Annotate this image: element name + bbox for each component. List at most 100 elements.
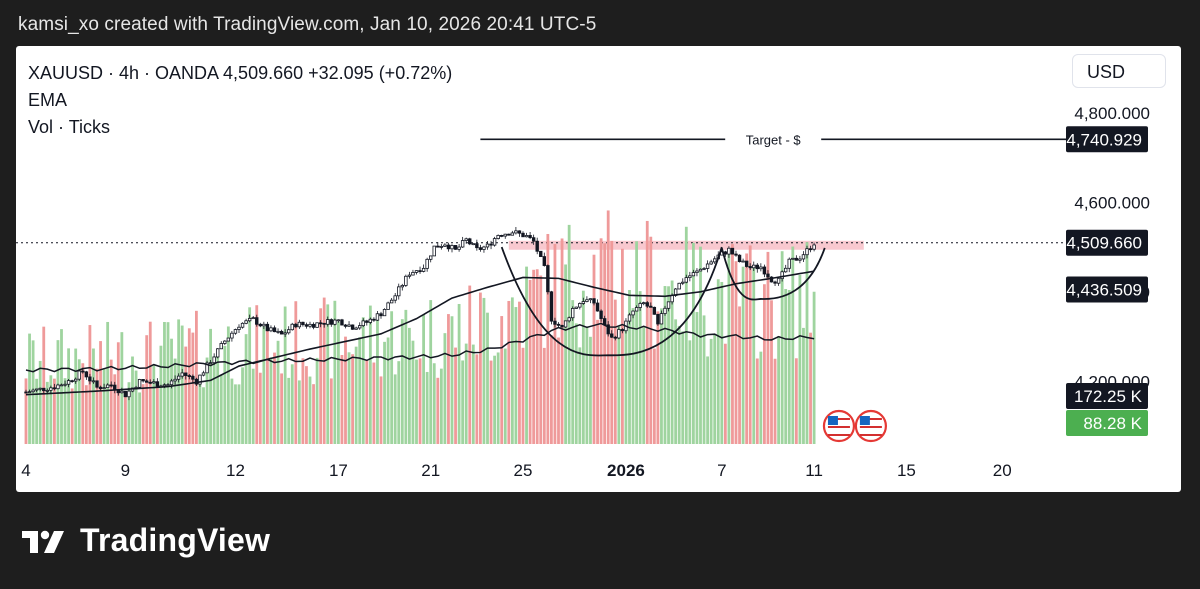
candle-up [524, 235, 529, 238]
candle-up [702, 268, 706, 270]
candle-up [691, 272, 696, 277]
candle-up [496, 235, 500, 239]
volume-bar [63, 378, 67, 444]
candle-up [176, 375, 181, 380]
candle-down [81, 370, 85, 373]
volume-badge[interactable]: 172.25 K [1066, 383, 1148, 409]
candle-up [223, 340, 227, 344]
volume-bar [138, 392, 141, 444]
candle-up [677, 282, 681, 290]
volume-bar [198, 375, 202, 444]
volume-bar [706, 356, 709, 444]
volume-bar [202, 387, 205, 444]
candle-up [588, 298, 593, 301]
volume-bar [24, 378, 28, 444]
flag-stripe [859, 434, 882, 436]
volume-bar [99, 341, 102, 444]
target-price-badge[interactable]: 4,740.929 [1066, 126, 1148, 153]
volume-ma-badge[interactable]: 88.28 K [1066, 410, 1148, 436]
volume-bar [386, 337, 390, 444]
volume-bar [418, 358, 422, 444]
candle-down [620, 329, 625, 332]
candle-up [162, 384, 167, 387]
volume-bar [546, 233, 550, 444]
volume-bar [319, 308, 323, 444]
candle-up [308, 323, 312, 327]
candle-up [336, 319, 341, 322]
volume-indicator-label[interactable]: Vol · Ticks [28, 117, 111, 137]
candle-up [791, 257, 795, 260]
candle-up [251, 317, 255, 320]
candle-up [666, 301, 671, 309]
symbol-line[interactable]: XAUUSD · 4h · OANDA 4,509.660 +32.095 (+… [28, 63, 453, 83]
volume-bar [496, 352, 500, 444]
volume-bar [621, 248, 624, 444]
candle-down [141, 379, 145, 382]
volume-bar [216, 354, 220, 444]
volume-bar [574, 323, 578, 444]
x-tick-label: 2026 [607, 461, 645, 480]
volume-bar [699, 246, 702, 444]
volume-bar [354, 346, 358, 444]
volume-bar [479, 292, 482, 444]
candle-up [382, 309, 387, 317]
x-tick-label: 9 [121, 461, 130, 480]
ema-indicator-label[interactable]: EMA [28, 90, 68, 110]
candle-down [155, 381, 160, 387]
candle-down [265, 323, 270, 332]
volume-bar [273, 352, 276, 444]
volume-bar [361, 317, 365, 444]
candle-up [698, 268, 703, 272]
candle-down [365, 320, 369, 323]
candle-up [240, 322, 245, 328]
candle-up [510, 232, 515, 236]
candle-down [656, 313, 660, 325]
us-flag-event-icon[interactable] [822, 409, 856, 443]
candle-down [649, 305, 653, 308]
volume-bar [557, 337, 560, 444]
candle-down [549, 291, 554, 322]
candle-down [478, 247, 483, 250]
candle-up [247, 318, 252, 322]
volume-bar [720, 281, 724, 444]
candle-up [457, 246, 461, 250]
volume-bar [368, 305, 372, 444]
candle-down [98, 386, 103, 390]
candle-down [24, 391, 28, 394]
candle-up [120, 390, 124, 394]
candle-up [492, 238, 497, 246]
last-price-badge[interactable]: 4,509.660 [1066, 229, 1148, 256]
volume-bar [305, 366, 308, 444]
volume-bar [613, 299, 617, 444]
volume-bar [344, 336, 347, 444]
flag-canton [859, 416, 870, 425]
volume-bar [628, 290, 631, 444]
us-flag-event-icon[interactable] [854, 409, 888, 443]
flag-stripe [859, 418, 882, 420]
candle-down [560, 324, 564, 328]
volume-bar [84, 385, 88, 444]
volume-bar [195, 310, 198, 444]
candle-up [627, 314, 632, 322]
chart-panel[interactable]: Target - $4,800.0004,600.0004,400.0004,2… [16, 46, 1181, 492]
volume-bar [649, 236, 653, 444]
volume-bar [28, 333, 31, 444]
volume-bar [173, 358, 177, 444]
candle-up [286, 329, 291, 334]
ema-value-badge[interactable]: 4,436.509 [1066, 276, 1148, 303]
volume-bar [266, 326, 269, 444]
candle-up [428, 255, 433, 260]
volume-bar [564, 264, 567, 444]
candle-up [180, 372, 184, 377]
price-chart[interactable]: Target - $4,800.0004,600.0004,400.0004,2… [16, 46, 1181, 492]
candle-down [507, 233, 511, 236]
candle-up [411, 272, 415, 276]
volume-bar [677, 325, 681, 444]
volume-bar [294, 301, 298, 444]
flag-canton [827, 416, 838, 425]
candle-up [208, 362, 213, 365]
candle-down [311, 323, 316, 328]
currency-button[interactable]: USD [1072, 54, 1166, 88]
candle-up [262, 323, 266, 327]
candle-up [471, 243, 475, 246]
